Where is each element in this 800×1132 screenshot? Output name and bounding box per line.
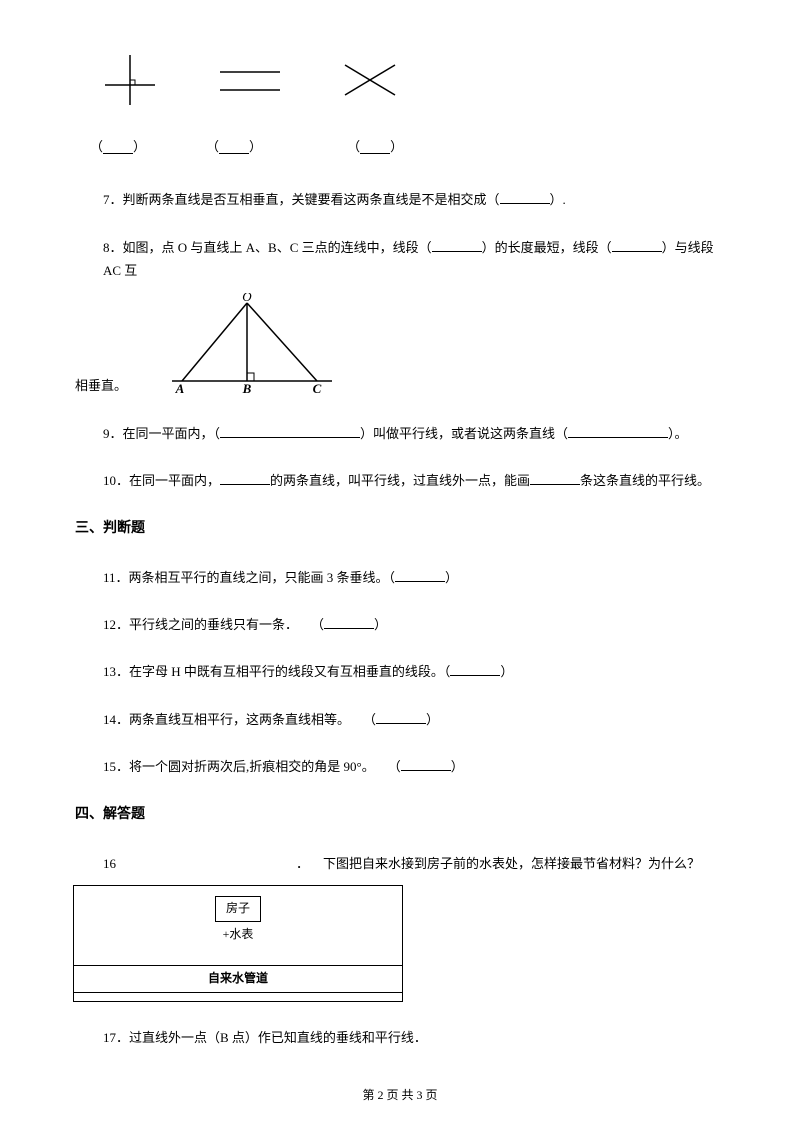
question-11: 11．两条相互平行的直线之间，只能画 3 条垂线。（） bbox=[103, 566, 725, 589]
question-7: 7．判断两条直线是否互相垂直，关键要看这两条直线是不是相交成（）. bbox=[103, 188, 725, 211]
svg-text:B: B bbox=[242, 381, 252, 393]
q15-blank bbox=[401, 757, 451, 771]
q8-blank-2 bbox=[612, 238, 662, 252]
q7-text: 判断两条直线是否互相垂直，关键要看这两条直线是不是相交成（ bbox=[123, 192, 500, 207]
q10-num: 10． bbox=[103, 473, 129, 488]
question-13: 13．在字母 H 中既有互相平行的线段又有互相垂直的线段。（） bbox=[103, 660, 725, 683]
diagram-intersecting bbox=[330, 50, 410, 110]
q9-blank-1 bbox=[220, 424, 360, 438]
q15-num: 15． bbox=[103, 759, 129, 774]
q16-num: 16 bbox=[103, 856, 116, 871]
q12-num: 12． bbox=[103, 617, 129, 632]
question-12: 12．平行线之间的垂线只有一条． （） bbox=[103, 613, 725, 636]
page-footer: 第 2 页 共 3 页 bbox=[0, 1085, 800, 1107]
q8-inline-text: 相垂直。 bbox=[75, 374, 127, 397]
q14-num: 14． bbox=[103, 712, 129, 727]
section-3-header: 三、判断题 bbox=[75, 516, 725, 541]
q8-num: 8． bbox=[103, 240, 123, 255]
question-9: 9．在同一平面内，（）叫做平行线，或者说这两条直线（）。 bbox=[103, 422, 725, 445]
q8-blank-1 bbox=[432, 238, 482, 252]
section-4-header: 四、解答题 bbox=[75, 802, 725, 827]
q10-blank-1 bbox=[220, 471, 270, 485]
diagram-row bbox=[90, 50, 725, 110]
svg-text:O: O bbox=[242, 293, 252, 304]
q12-blank bbox=[324, 615, 374, 629]
q16-house-label: 房子 bbox=[215, 896, 261, 922]
q7-num: 7． bbox=[103, 192, 123, 207]
question-8: 8．如图，点 O 与直线上 A、B、C 三点的连线中，线段（）的长度最短，线段（… bbox=[75, 236, 725, 398]
q16-pipe-label: 自来水管道 bbox=[74, 965, 402, 993]
q13-blank bbox=[450, 662, 500, 676]
question-15: 15．将一个圆对折两次后,折痕相交的角是 90°。 （） bbox=[103, 755, 725, 778]
svg-text:C: C bbox=[313, 381, 322, 393]
q9-blank-2 bbox=[568, 424, 668, 438]
question-16: 16． 下图把自来水接到房子前的水表处，怎样接最节省材料？为什么？ 房子 +水表… bbox=[103, 852, 725, 1002]
triangle-diagram: O A B C bbox=[162, 293, 342, 393]
q14-blank bbox=[376, 710, 426, 724]
question-14: 14．两条直线互相平行，这两条直线相等。 （） bbox=[103, 708, 725, 731]
question-10: 10．在同一平面内，的两条直线，叫平行线，过直线外一点，能画条这条直线的平行线。 bbox=[103, 469, 725, 492]
q13-num: 13． bbox=[103, 664, 129, 679]
q16-diagram: 房子 +水表 自来水管道 bbox=[73, 885, 403, 1002]
diagram-perpendicular bbox=[90, 50, 170, 110]
q16-meter-label: +水表 bbox=[74, 924, 402, 966]
answer-blank-1: （） bbox=[90, 135, 146, 158]
q9-num: 9． bbox=[103, 426, 123, 441]
question-17: 17．过直线外一点（B 点）作已知直线的垂线和平行线． bbox=[103, 1026, 725, 1049]
answer-blank-3: （） bbox=[347, 135, 403, 158]
q16-text: 下图把自来水接到房子前的水表处，怎样接最节省材料？为什么？ bbox=[323, 852, 700, 875]
answer-blank-2: （） bbox=[206, 135, 262, 158]
q17-num: 17． bbox=[103, 1030, 129, 1045]
q10-blank-2 bbox=[530, 471, 580, 485]
diagram-answer-row: （） （） （） bbox=[90, 135, 725, 158]
q11-blank bbox=[395, 568, 445, 582]
q11-num: 11． bbox=[103, 570, 129, 585]
q7-blank bbox=[500, 190, 550, 204]
diagram-parallel bbox=[210, 50, 290, 110]
svg-text:A: A bbox=[175, 381, 185, 393]
